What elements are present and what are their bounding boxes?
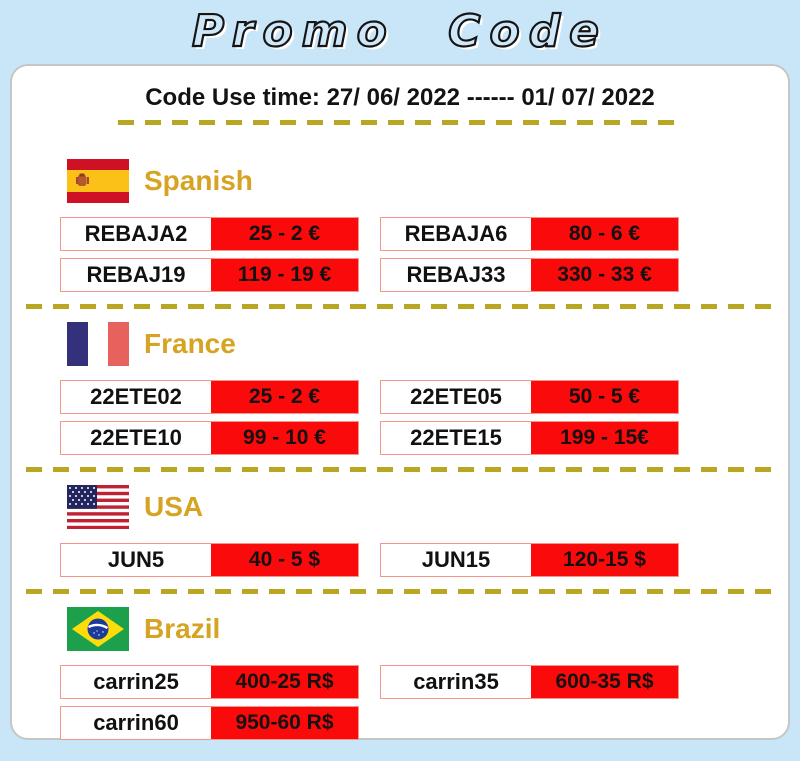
- section-divider: [26, 467, 774, 472]
- promo-code: REBAJ19: [86, 262, 186, 287]
- promo-grid-france: 22ETE02 25 - 2 € 22ETE05 50 - 5 € 22ETE1…: [60, 380, 788, 455]
- promo-card: Code Use time: 27/ 06/ 2022 ------ 01/ 0…: [10, 64, 790, 740]
- section-header-brazil: Brazil: [67, 607, 788, 651]
- promo-grid-spanish: REBAJA2 25 - 2 € REBAJA6 80 - 6 € REBAJ1…: [60, 217, 788, 292]
- promo-row: JUN15 120-15 $: [380, 543, 679, 577]
- promo-row: 22ETE10 99 - 10 €: [60, 421, 359, 455]
- promo-code: 22ETE02: [90, 384, 182, 409]
- promo-code: REBAJA6: [404, 221, 508, 246]
- promo-code: REBAJA2: [84, 221, 188, 246]
- promo-code: 22ETE10: [90, 425, 182, 450]
- promo-row: 22ETE05 50 - 5 €: [380, 380, 679, 414]
- section-header-spanish: Spanish: [67, 159, 788, 203]
- promo-value: 120-15 $: [531, 544, 678, 576]
- promo-grid-usa: JUN5 40 - 5 $ JUN15 120-15 $: [60, 543, 788, 577]
- promo-row: REBAJ33 330 - 33 €: [380, 258, 679, 292]
- section-header-france: France: [67, 322, 788, 366]
- promo-value: 80 - 6 €: [531, 218, 678, 250]
- page-title: Promo Code: [191, 5, 609, 58]
- section-usa: USA JUN5 40 - 5 $ JUN15 120-15 $: [12, 485, 788, 577]
- promo-code: JUN5: [107, 547, 165, 572]
- promo-code: carrin25: [93, 669, 179, 694]
- country-label: Brazil: [144, 613, 221, 644]
- section-france: France 22ETE02 25 - 2 € 22ETE05 50 - 5 €…: [12, 322, 788, 455]
- promo-row: 22ETE15 199 - 15€: [380, 421, 679, 455]
- promo-value: 600-35 R$: [531, 666, 678, 698]
- promo-row: carrin60 950-60 R$: [60, 706, 359, 740]
- section-brazil: Brazil carrin25 400-25 R$ carrin35 600-3…: [12, 607, 788, 740]
- section-header-usa: USA: [67, 485, 788, 529]
- brazil-flag-icon: [67, 607, 129, 651]
- promo-value: 330 - 33 €: [531, 259, 678, 291]
- promo-row: JUN5 40 - 5 $: [60, 543, 359, 577]
- promo-code: REBAJ33: [406, 262, 506, 287]
- promo-value: 40 - 5 $: [211, 544, 358, 576]
- usa-flag-icon: [67, 485, 129, 529]
- promo-value: 119 - 19 €: [211, 259, 358, 291]
- promo-code: 22ETE15: [410, 425, 502, 450]
- promo-value: 99 - 10 €: [211, 422, 358, 454]
- promo-value: 400-25 R$: [211, 666, 358, 698]
- promo-value: 25 - 2 €: [211, 218, 358, 250]
- promo-value: 950-60 R$: [211, 707, 358, 739]
- spain-flag-icon: [67, 159, 129, 203]
- code-use-time: Code Use time: 27/ 06/ 2022 ------ 01/ 0…: [145, 84, 655, 111]
- promo-code: JUN15: [421, 547, 491, 572]
- promo-row: 22ETE02 25 - 2 €: [60, 380, 359, 414]
- promo-grid-brazil: carrin25 400-25 R$ carrin35 600-35 R$ ca…: [60, 665, 788, 740]
- promo-row: REBAJA6 80 - 6 €: [380, 217, 679, 251]
- promo-value: 50 - 5 €: [531, 381, 678, 413]
- country-label: USA: [144, 491, 204, 522]
- promo-row: carrin25 400-25 R$: [60, 665, 359, 699]
- promo-code: 22ETE05: [410, 384, 502, 409]
- promo-value: 199 - 15€: [531, 422, 678, 454]
- date-dash-underline: [117, 120, 683, 125]
- country-label: Spanish: [144, 165, 253, 196]
- section-divider: [26, 304, 774, 309]
- section-divider: [26, 589, 774, 594]
- promo-code: carrin60: [93, 710, 179, 735]
- promo-row: REBAJ19 119 - 19 €: [60, 258, 359, 292]
- france-flag-icon: [67, 322, 129, 366]
- promo-row: carrin35 600-35 R$: [380, 665, 679, 699]
- promo-value: 25 - 2 €: [211, 381, 358, 413]
- section-spanish: Spanish REBAJA2 25 - 2 € REBAJA6 80 - 6 …: [12, 159, 788, 292]
- promo-code: carrin35: [413, 669, 499, 694]
- country-label: France: [144, 328, 236, 359]
- promo-row: REBAJA2 25 - 2 €: [60, 217, 359, 251]
